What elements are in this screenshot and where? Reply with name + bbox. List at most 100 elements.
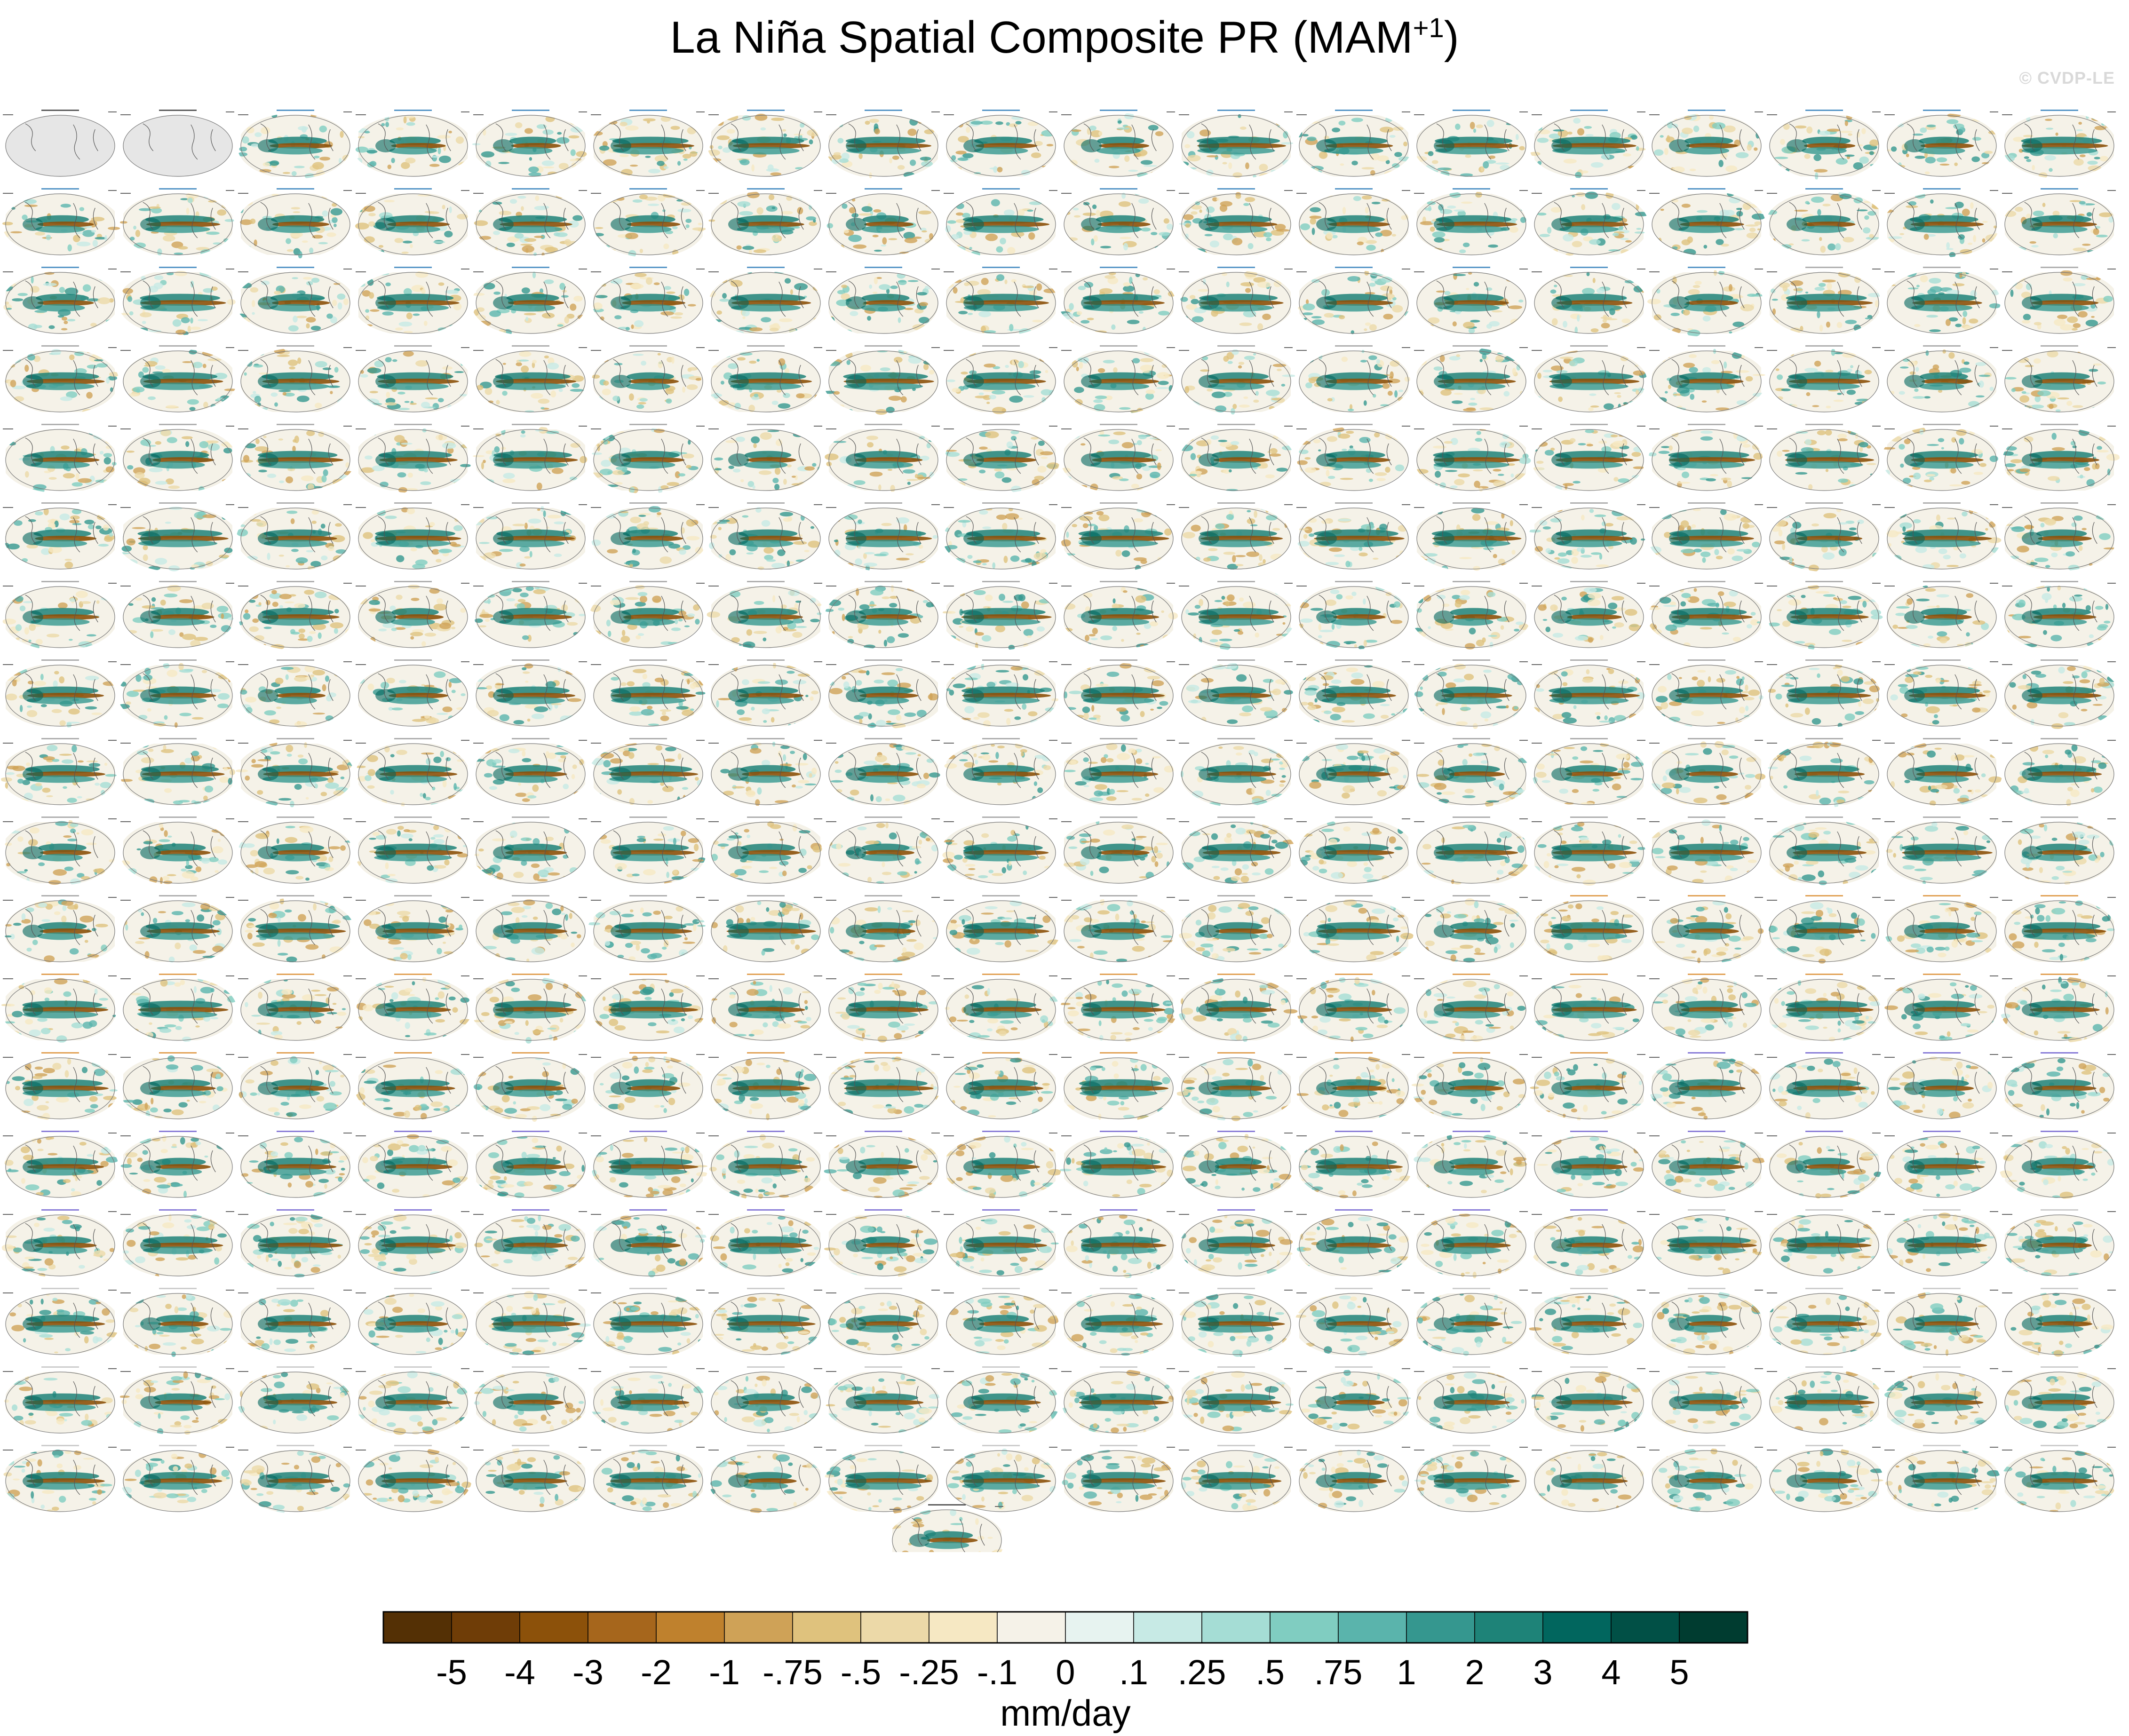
colorbar-swatch <box>1338 1611 1407 1643</box>
map-panel <box>1528 1288 1645 1356</box>
map-panel <box>1296 1131 1413 1200</box>
map-panel <box>1884 502 2002 571</box>
map-panel <box>3 502 119 570</box>
map-panel <box>1414 1445 1528 1512</box>
map-panel <box>120 581 235 648</box>
map-panel <box>1884 659 1998 727</box>
map-panel <box>1884 1131 1998 1198</box>
map-panel <box>238 424 356 491</box>
map-panel <box>824 424 941 492</box>
map-panel <box>1059 1131 1175 1198</box>
map-panel <box>1528 502 1645 570</box>
map-panel <box>1767 581 1883 650</box>
map-panel <box>2002 188 2117 257</box>
colorbar-swatch <box>1270 1611 1339 1643</box>
map-panel <box>1414 424 1531 492</box>
map-panel <box>120 424 237 493</box>
map-panel <box>2001 502 2117 571</box>
map-panel <box>708 816 826 884</box>
map-panel <box>1649 1209 1764 1276</box>
map-panel <box>1296 1445 1410 1513</box>
map-panel <box>1 424 119 493</box>
map-panel <box>1647 581 1765 648</box>
map-panel <box>356 1209 469 1276</box>
map-panel <box>824 1209 940 1278</box>
map-panel <box>591 267 705 334</box>
map-panel <box>944 110 1057 179</box>
map-panel <box>825 1366 940 1435</box>
map-panel <box>1061 895 1176 962</box>
map-panel <box>944 1288 1059 1356</box>
map-panel <box>1413 1288 1528 1357</box>
colorbar-swatch <box>656 1611 725 1643</box>
map-panel <box>1530 816 1646 886</box>
map-panel <box>1649 188 1766 256</box>
map-panel <box>352 267 469 336</box>
map-panel <box>473 1209 589 1276</box>
colorbar-tick-label: -2 <box>641 1653 672 1692</box>
map-panel <box>1296 895 1414 965</box>
map-panel <box>2002 816 2116 885</box>
map-panel <box>708 1052 822 1121</box>
map-panel <box>1059 974 1177 1042</box>
map-panel <box>590 110 705 177</box>
map-panel <box>238 581 352 650</box>
colorbar-tick-label: -.5 <box>841 1653 881 1692</box>
map-panel <box>1649 110 1763 178</box>
map-panel <box>2002 895 2116 964</box>
map-panel <box>1061 1366 1177 1435</box>
map-panel <box>1646 816 1763 884</box>
map-panel <box>708 1209 825 1277</box>
map-panel <box>1 974 117 1043</box>
colorbar-tick-label: -4 <box>504 1653 535 1692</box>
map-panel <box>591 816 707 885</box>
map-panel <box>1767 1366 1884 1434</box>
map-panel <box>1884 267 2001 334</box>
map-panel <box>472 110 591 177</box>
map-panel <box>2002 110 2117 179</box>
map-panel <box>1649 1131 1765 1198</box>
colorbar-swatch <box>519 1611 588 1643</box>
map-panel <box>355 659 469 727</box>
map-panel <box>3 1288 120 1355</box>
map-panel <box>238 1445 356 1514</box>
map-panel <box>826 738 940 807</box>
map-panel <box>0 659 117 728</box>
map-panel <box>1532 424 1645 494</box>
map-panel <box>708 1366 822 1434</box>
map-panel <box>236 1288 352 1356</box>
map-panel <box>1179 424 1295 491</box>
map-panel <box>1058 267 1176 334</box>
map-panel <box>1648 738 1767 807</box>
map-panel <box>708 895 822 962</box>
map-panel <box>708 974 822 1042</box>
map-panel <box>1414 659 1528 729</box>
map-panel <box>473 345 587 414</box>
map-panel <box>1883 188 2000 258</box>
colorbar-swatch <box>383 1611 452 1643</box>
map-panel <box>1296 1366 1412 1434</box>
map-panel <box>588 1366 706 1434</box>
map-panel <box>238 974 352 1042</box>
map-panel <box>3 895 121 964</box>
map-panel <box>1767 110 1882 180</box>
map-panel <box>355 816 469 886</box>
map-panel <box>473 581 587 648</box>
map-panel <box>826 895 940 964</box>
map-panel <box>117 502 238 572</box>
map-panel <box>236 502 352 571</box>
colorbar-swatch <box>1542 1611 1612 1643</box>
map-panel <box>1414 345 1528 412</box>
map-panel <box>2001 1209 2116 1277</box>
map-panel <box>943 1131 1062 1199</box>
colorbar-swatch <box>588 1611 657 1643</box>
map-panel <box>708 1288 822 1356</box>
map-panel <box>1178 188 1293 257</box>
map-panel <box>1414 267 1528 335</box>
map-panel <box>1 1445 117 1512</box>
map-panel <box>1412 502 1528 571</box>
map-panel <box>1530 1052 1649 1121</box>
map-panel <box>1767 895 1881 964</box>
colorbar-swatch <box>1201 1611 1271 1643</box>
map-panel <box>2000 974 2118 1043</box>
